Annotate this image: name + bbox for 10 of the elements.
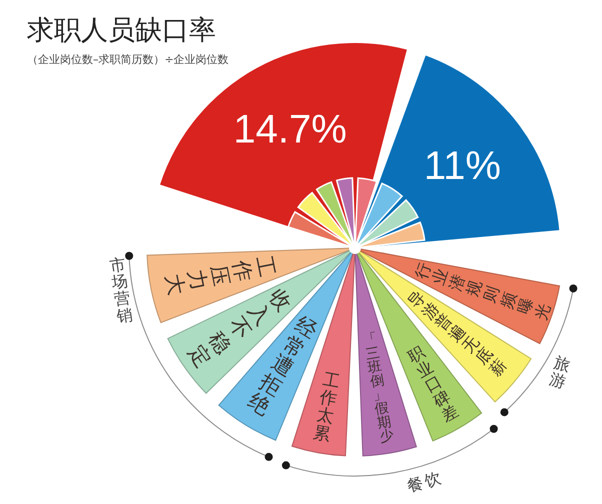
text: 市场营销 bbox=[108, 254, 134, 326]
text: 旅游 bbox=[548, 352, 573, 392]
text: 餐饮 bbox=[404, 466, 445, 496]
text: （企业岗位数–求职简历数）÷企业岗位数 bbox=[27, 53, 229, 66]
slice-label: 「三班倒」假期少 bbox=[362, 330, 396, 446]
slice-label: 职业口碑差 bbox=[404, 342, 462, 426]
slice-label: 工作太累 bbox=[312, 370, 342, 446]
data-label: 14.7% bbox=[233, 107, 347, 152]
chart-title: 求职人员缺口率 bbox=[27, 15, 216, 46]
data-label: 11% bbox=[424, 144, 501, 188]
